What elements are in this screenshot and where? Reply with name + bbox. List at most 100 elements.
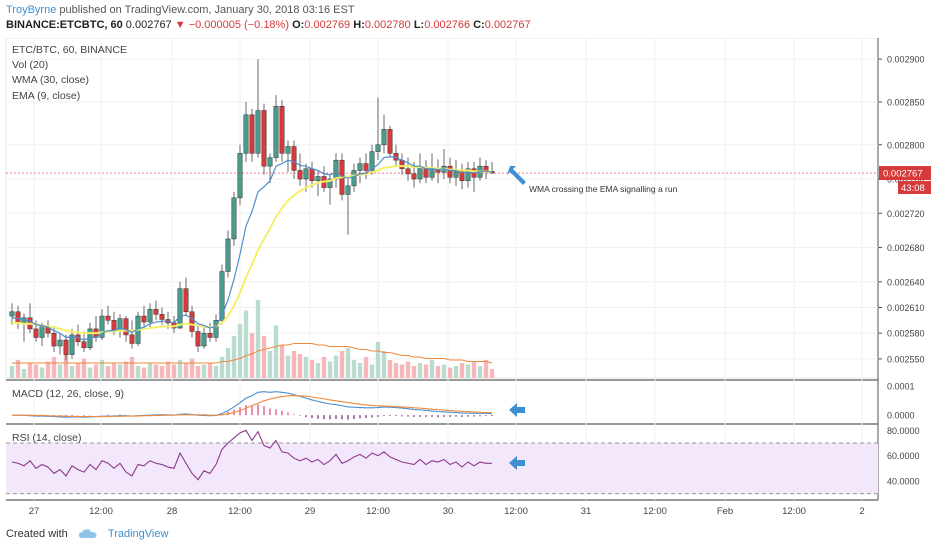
time-tick-label: 2 — [859, 506, 864, 517]
volume-bar — [135, 366, 141, 378]
time-tick-label: 28 — [167, 506, 178, 517]
volume-bar — [411, 366, 417, 378]
volume-bar — [147, 363, 153, 378]
volume-bar — [39, 367, 45, 378]
rsi-tick-label: 80.0000 — [887, 426, 920, 436]
volume-bar — [339, 351, 345, 378]
volume-bar — [261, 336, 267, 378]
candle-body — [267, 157, 273, 167]
rsi-line — [11, 429, 492, 481]
candle-body — [225, 238, 231, 272]
candle-body — [261, 110, 267, 167]
legend-volume: Vol (20) — [12, 59, 49, 71]
candle-body — [243, 114, 249, 154]
volume-bar — [219, 357, 225, 378]
volume-bar — [33, 364, 39, 378]
tradingview-link[interactable]: TradingView — [107, 528, 169, 540]
time-tick-label: 30 — [443, 506, 454, 517]
volume-bar — [387, 360, 393, 378]
volume-bar — [489, 369, 495, 378]
candle-body — [309, 168, 315, 181]
volume-bar — [141, 367, 147, 378]
publisher-line: TroyByrne published on TradingView.com, … — [6, 4, 355, 16]
volume-bar — [165, 361, 171, 378]
candle-body — [111, 320, 117, 331]
time-tick-label: 12:00 — [228, 506, 252, 517]
volume-bar — [99, 360, 105, 378]
time-tick-label: 27 — [29, 506, 40, 517]
volume-bar — [105, 366, 111, 378]
annotations: 0.002767 43:08 WMA crossing the EMA signal… — [6, 166, 931, 470]
volume-bar — [57, 364, 63, 378]
candle-body — [147, 308, 153, 323]
price-tick-label: 0.002580 — [887, 329, 925, 339]
ema-line — [11, 156, 493, 341]
candle-body — [153, 308, 159, 315]
volume-bar — [285, 355, 291, 378]
price-tag-label: 0.002767 — [883, 169, 923, 180]
volume-bar — [393, 363, 399, 378]
volume-bar — [447, 367, 453, 378]
volume-bar — [123, 361, 129, 378]
volume-bar — [309, 360, 315, 378]
candle-body — [387, 129, 393, 154]
candle-body — [99, 315, 105, 338]
volume-bar — [69, 366, 75, 378]
candle-body — [57, 339, 63, 347]
macd-arrow-icon — [509, 403, 525, 417]
candle-body — [141, 315, 147, 323]
volume-bar — [159, 366, 165, 378]
tradingview-cloud-icon — [78, 529, 97, 539]
candle-body — [219, 271, 225, 321]
volume-bar — [435, 366, 441, 378]
volume-bar — [243, 310, 249, 378]
volume-bar — [255, 300, 261, 378]
price-tick-label: 0.002720 — [887, 209, 925, 219]
candle-body — [357, 163, 363, 171]
candle-body — [327, 178, 333, 188]
author-link[interactable]: TroyByrne — [6, 4, 57, 16]
legend-wma: WMA (30, close) — [12, 74, 90, 86]
candle-body — [255, 110, 261, 154]
price-tick-label: 0.002800 — [887, 140, 925, 150]
volume-bar — [45, 361, 51, 378]
candle-body — [285, 146, 291, 154]
volume-bar — [375, 342, 381, 378]
legend-main: ETC/BTC, 60, BINANCE — [12, 44, 127, 56]
macd-tick-label: 0.0001 — [887, 381, 915, 391]
candle-body — [195, 331, 201, 347]
candle-body — [411, 173, 417, 180]
volume-bar — [213, 366, 219, 378]
volume-bar — [189, 358, 195, 378]
volume-bar — [75, 363, 81, 378]
volume-bar — [249, 333, 255, 378]
candle-body — [213, 320, 219, 338]
high-value: 0.002780 — [364, 19, 411, 31]
chart-area[interactable]: 0.0029000.0028500.0028000.0027600.002720… — [0, 38, 932, 522]
volume-bar — [231, 336, 237, 378]
volume-bar — [315, 363, 321, 378]
candle-body — [69, 334, 75, 355]
volume-bar — [153, 364, 159, 378]
legend-macd: MACD (12, 26, close, 9) — [12, 388, 125, 400]
volume-bar — [483, 360, 489, 378]
volume-bar — [129, 357, 135, 378]
candle-body — [351, 170, 357, 187]
volume-bar — [177, 360, 183, 378]
time-tick-label: 12:00 — [366, 506, 390, 517]
candle-body — [333, 159, 339, 180]
candle-body — [291, 146, 297, 171]
macd-signal-line — [12, 394, 493, 418]
annotation-arrow-icon — [507, 166, 526, 185]
symbol: BINANCE:ETCBTC, 60 — [6, 19, 123, 31]
candle-body — [375, 144, 381, 152]
candle-body — [273, 105, 279, 158]
open-label: O: — [292, 19, 305, 31]
volume-bar — [207, 363, 213, 378]
high-label: H: — [353, 19, 365, 31]
volume-bar — [225, 348, 231, 378]
candle-body — [51, 332, 57, 347]
volume-bar — [327, 361, 333, 378]
candle-body — [381, 129, 387, 146]
candle-body — [231, 197, 237, 240]
